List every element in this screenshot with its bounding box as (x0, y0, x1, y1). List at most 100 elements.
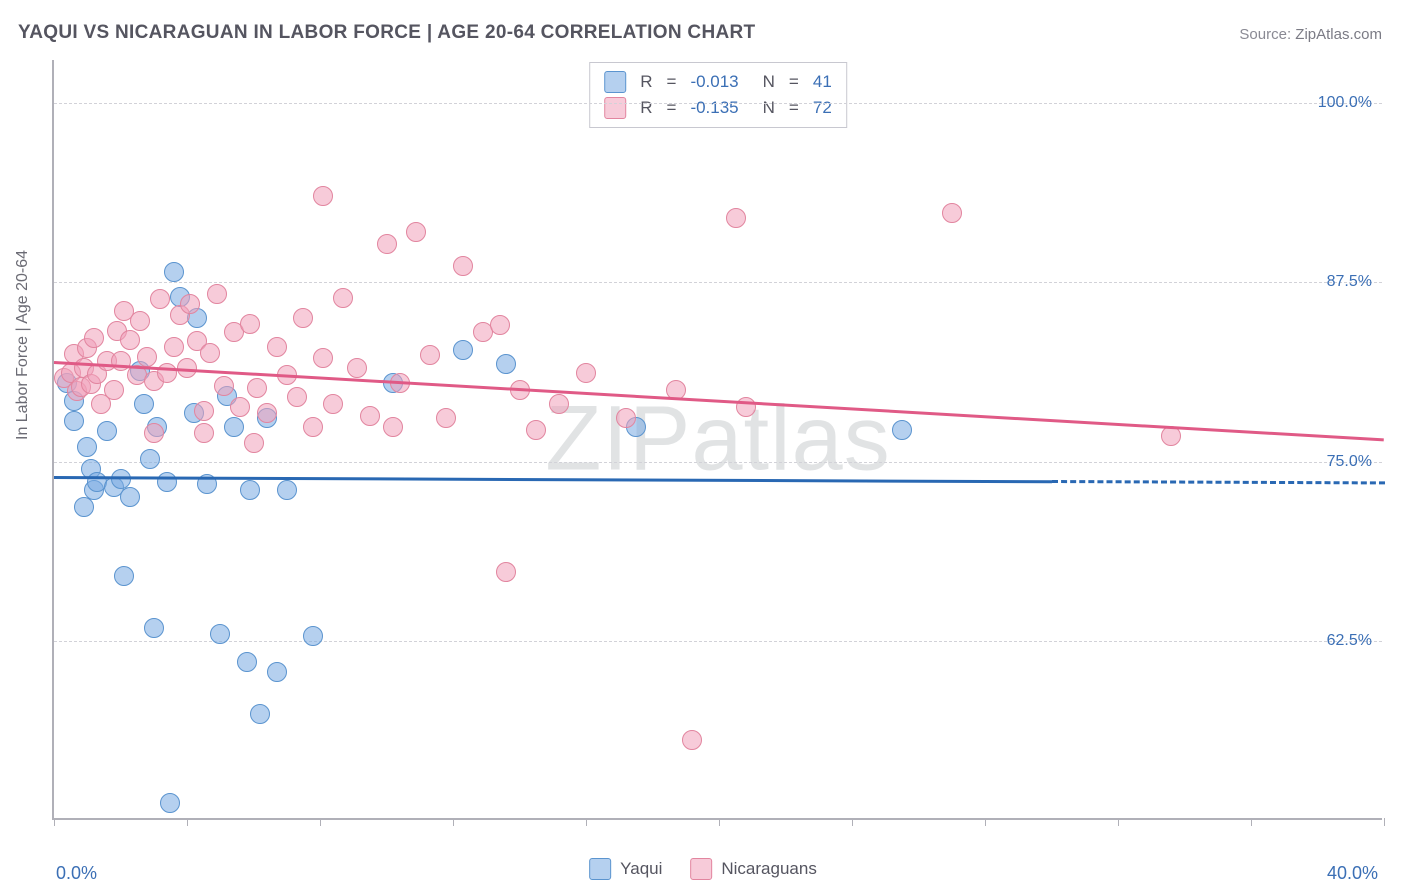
data-point (526, 420, 546, 440)
data-point (237, 652, 257, 672)
data-point (200, 343, 220, 363)
data-point (250, 704, 270, 724)
source-label: Source: (1239, 26, 1291, 43)
data-point (244, 433, 264, 453)
data-point (333, 288, 353, 308)
y-tick-label: 100.0% (1318, 94, 1372, 112)
x-tick (719, 818, 720, 826)
data-point (104, 380, 124, 400)
legend-n-label: N (763, 69, 775, 95)
correlation-chart: YAQUI VS NICARAGUAN IN LABOR FORCE | AGE… (0, 0, 1406, 892)
legend-item: Yaqui (589, 858, 662, 880)
plot-area: ZIPatlas R=-0.013N=41R=-0.135N=72 62.5%7… (52, 60, 1382, 820)
equals-sign: = (789, 95, 799, 121)
data-point (496, 354, 516, 374)
data-point (682, 730, 702, 750)
data-point (224, 417, 244, 437)
data-point (892, 420, 912, 440)
legend-swatch (589, 858, 611, 880)
data-point (406, 222, 426, 242)
source-value: ZipAtlas.com (1295, 26, 1382, 43)
data-point (64, 411, 84, 431)
data-point (287, 387, 307, 407)
legend-r-value: -0.013 (690, 69, 738, 95)
data-point (134, 394, 154, 414)
data-point (120, 487, 140, 507)
data-point (114, 566, 134, 586)
legend-n-label: N (763, 95, 775, 121)
legend-swatch (604, 71, 626, 93)
data-point (210, 624, 230, 644)
data-point (303, 626, 323, 646)
legend-row: R=-0.135N=72 (604, 95, 832, 121)
data-point (130, 311, 150, 331)
x-axis-max-label: 40.0% (1327, 863, 1378, 884)
data-point (194, 423, 214, 443)
data-point (303, 417, 323, 437)
source-attribution: Source: ZipAtlas.com (1239, 26, 1382, 43)
data-point (496, 562, 516, 582)
data-point (194, 401, 214, 421)
legend-n-value: 72 (813, 95, 832, 121)
legend-item: Nicaraguans (690, 858, 816, 880)
gridline (54, 103, 1382, 104)
data-point (240, 480, 260, 500)
gridline (54, 462, 1382, 463)
x-tick (1118, 818, 1119, 826)
data-point (137, 347, 157, 367)
data-point (214, 376, 234, 396)
data-point (436, 408, 456, 428)
equals-sign: = (667, 95, 677, 121)
correlation-legend: R=-0.013N=41R=-0.135N=72 (589, 62, 847, 128)
data-point (247, 378, 267, 398)
legend-r-label: R (640, 95, 652, 121)
trend-line (1051, 480, 1384, 484)
x-tick (54, 818, 55, 826)
data-point (490, 315, 510, 335)
gridline (54, 641, 1382, 642)
data-point (160, 793, 180, 813)
data-point (180, 294, 200, 314)
data-point (267, 337, 287, 357)
data-point (377, 234, 397, 254)
data-point (942, 203, 962, 223)
data-point (74, 497, 94, 517)
data-point (84, 328, 104, 348)
x-tick (187, 818, 188, 826)
data-point (420, 345, 440, 365)
x-tick (1251, 818, 1252, 826)
data-point (549, 394, 569, 414)
legend-series-label: Nicaraguans (721, 859, 816, 879)
equals-sign: = (789, 69, 799, 95)
data-point (164, 337, 184, 357)
data-point (616, 408, 636, 428)
data-point (207, 284, 227, 304)
data-point (77, 437, 97, 457)
data-point (230, 397, 250, 417)
x-tick (852, 818, 853, 826)
legend-row: R=-0.013N=41 (604, 69, 832, 95)
data-point (97, 421, 117, 441)
data-point (157, 472, 177, 492)
x-tick (320, 818, 321, 826)
data-point (144, 618, 164, 638)
data-point (120, 330, 140, 350)
y-axis-label: In Labor Force | Age 20-64 (14, 250, 32, 440)
y-tick-label: 62.5% (1327, 632, 1372, 650)
legend-swatch (690, 858, 712, 880)
data-point (576, 363, 596, 383)
data-point (240, 314, 260, 334)
data-point (453, 340, 473, 360)
data-point (726, 208, 746, 228)
data-point (313, 186, 333, 206)
legend-swatch (604, 97, 626, 119)
data-point (150, 289, 170, 309)
data-point (140, 449, 160, 469)
gridline (54, 282, 1382, 283)
data-point (164, 262, 184, 282)
data-point (453, 256, 473, 276)
x-axis-min-label: 0.0% (56, 863, 97, 884)
chart-title: YAQUI VS NICARAGUAN IN LABOR FORCE | AGE… (18, 22, 755, 44)
data-point (323, 394, 343, 414)
x-tick (453, 818, 454, 826)
